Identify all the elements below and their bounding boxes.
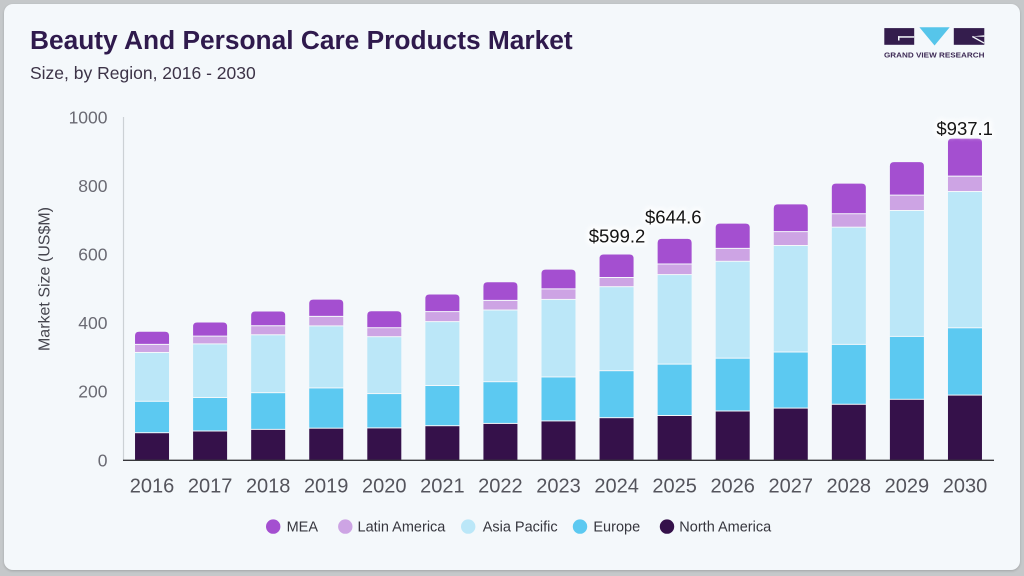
svg-text:Asia Pacific: Asia Pacific: [483, 520, 558, 536]
svg-text:2020: 2020: [362, 476, 407, 498]
svg-text:2027: 2027: [769, 476, 814, 498]
svg-text:2029: 2029: [885, 476, 930, 498]
svg-text:2021: 2021: [420, 476, 465, 498]
svg-text:600: 600: [78, 245, 107, 265]
svg-text:0: 0: [98, 450, 108, 470]
svg-text:GRAND VIEW RESEARCH: GRAND VIEW RESEARCH: [884, 50, 985, 59]
svg-text:$644.6: $644.6: [645, 206, 702, 227]
svg-text:$937.1: $937.1: [936, 118, 993, 139]
svg-text:200: 200: [78, 382, 107, 402]
svg-text:Market Size (US$M): Market Size (US$M): [37, 207, 54, 351]
svg-text:2023: 2023: [536, 476, 581, 498]
svg-text:North America: North America: [679, 520, 772, 536]
svg-text:$937.1: $937.1: [936, 118, 993, 139]
svg-text:Europe: Europe: [593, 520, 640, 536]
svg-text:2026: 2026: [710, 476, 755, 498]
svg-text:2016: 2016: [130, 476, 175, 498]
svg-text:2030: 2030: [943, 476, 988, 498]
svg-text:800: 800: [78, 176, 107, 196]
svg-text:$644.6: $644.6: [645, 206, 702, 227]
svg-text:400: 400: [78, 313, 107, 333]
svg-text:2025: 2025: [652, 476, 697, 498]
svg-text:2028: 2028: [827, 476, 872, 498]
svg-text:1000: 1000: [69, 107, 108, 127]
svg-text:Latin America: Latin America: [358, 520, 447, 536]
svg-text:$599.2: $599.2: [589, 226, 646, 247]
svg-text:$599.2: $599.2: [589, 226, 646, 247]
svg-text:2022: 2022: [478, 476, 523, 498]
svg-text:2018: 2018: [246, 476, 291, 498]
svg-text:2019: 2019: [304, 476, 349, 498]
svg-text:MEA: MEA: [287, 520, 319, 536]
svg-text:2024: 2024: [594, 476, 639, 498]
svg-text:2017: 2017: [188, 476, 233, 498]
